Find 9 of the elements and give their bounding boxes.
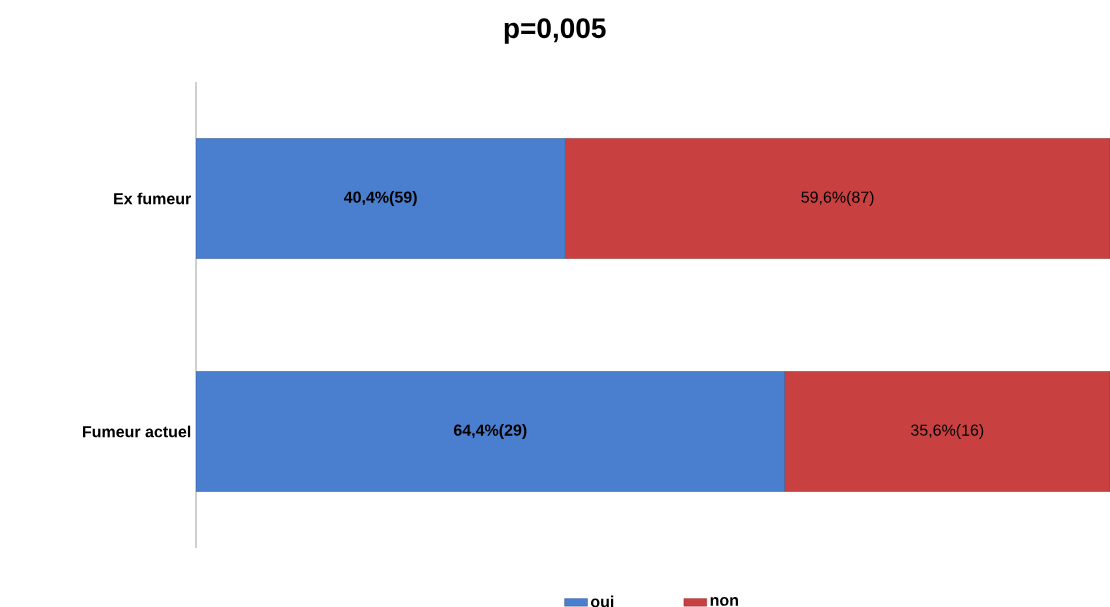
data-label: 35,6%(16) bbox=[911, 424, 984, 439]
data-label: 59,6%(87) bbox=[801, 191, 874, 206]
y-tick-label: Fumeur actuel bbox=[83, 425, 191, 438]
y-tick-label: Ex fumeur bbox=[114, 192, 192, 205]
data-label: 40,4%(59) bbox=[343, 191, 417, 206]
chart-title: p=0,005 bbox=[504, 18, 606, 44]
legend-label: oui bbox=[590, 595, 614, 607]
data-label: 64,4%(29) bbox=[453, 424, 527, 439]
legend-label: non bbox=[710, 597, 738, 606]
